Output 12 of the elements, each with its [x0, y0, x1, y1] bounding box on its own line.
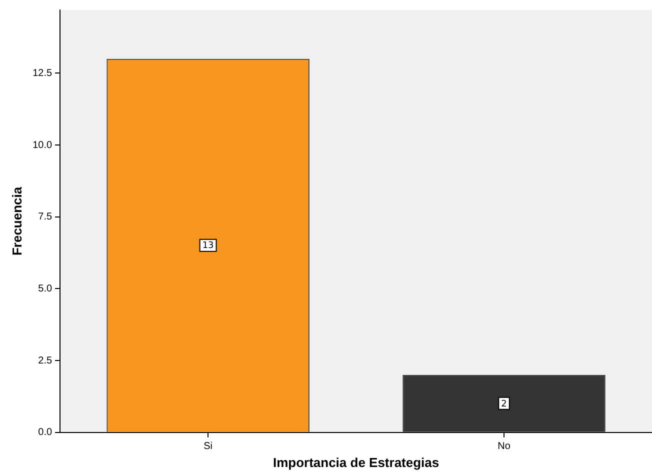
y-tick-label: 10.0 [32, 140, 52, 151]
data-label: 13 [202, 241, 214, 252]
data-label: 2 [501, 399, 507, 410]
y-tick-label: 7.5 [38, 212, 52, 223]
y-axis-title: Frecuencia [9, 186, 24, 256]
x-tick-label: Si [204, 441, 212, 452]
y-tick-label: 12.5 [32, 68, 52, 79]
x-tick-label: No [498, 441, 511, 452]
y-tick-label: 0.0 [38, 427, 52, 438]
y-tick-label: 2.5 [38, 355, 52, 366]
y-tick-label: 5.0 [38, 283, 52, 294]
x-axis-title: Importancia de Estrategias [272, 454, 440, 470]
